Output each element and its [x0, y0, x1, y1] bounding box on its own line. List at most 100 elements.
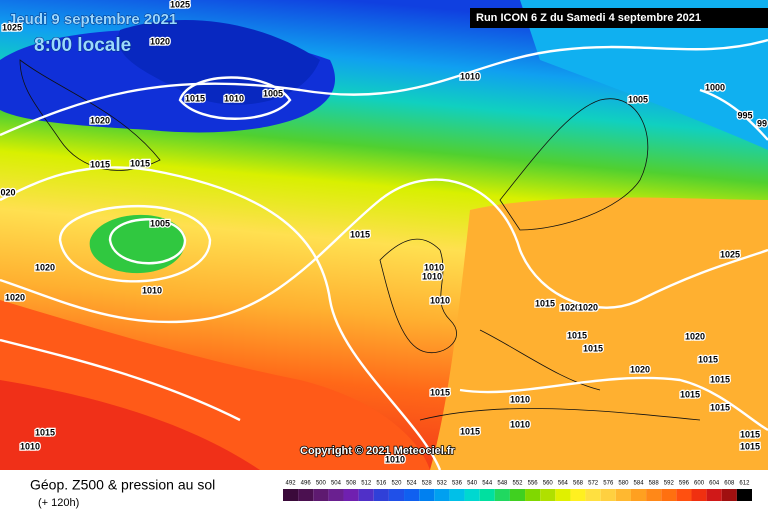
colorbar-label: 520 — [391, 481, 402, 487]
isobar-label: 1025 — [2, 22, 22, 32]
isobar-label: 1015 — [680, 389, 700, 399]
isobar-label: 1010 — [430, 295, 450, 305]
colorbar-label: 548 — [497, 481, 508, 487]
isobar — [0, 338, 768, 432]
forecast-date: Jeudi 9 septembre 2021 — [8, 11, 177, 28]
isobar-label: 1005 — [150, 218, 170, 228]
footer-lead: (+ 120h) — [38, 497, 79, 509]
isobar — [0, 178, 768, 324]
coastline — [499, 98, 649, 231]
colorbar-label: 500 — [316, 481, 327, 487]
isobar-label: 1020 — [90, 115, 110, 125]
colorbar-swatch — [615, 489, 631, 501]
isobar-label: 1015 — [698, 354, 718, 364]
colorbar-label: 516 — [376, 481, 387, 487]
isobar — [0, 38, 768, 137]
isobar-label: 1010 — [142, 285, 162, 295]
isobar-label: 1015 — [430, 387, 450, 397]
colorbar-label: 600 — [694, 481, 705, 487]
isobar-label: 1005 — [263, 88, 283, 98]
colorbar-label: 580 — [618, 481, 629, 487]
colorbar-swatch — [343, 489, 359, 501]
isobar-label: 1025 — [170, 0, 190, 9]
colorbar: 492 496 500 504 508 512 516 520 524 528 532 536 540 5… — [283, 481, 752, 501]
footer-title: Géop. Z500 & pression au sol — [30, 477, 215, 493]
colorbar-swatch — [661, 489, 677, 501]
colorbar-swatch — [721, 489, 737, 501]
colorbar-label: 564 — [558, 481, 569, 487]
colorbar-swatch — [600, 489, 616, 501]
isobar-label: 1020 — [685, 331, 705, 341]
coastline — [379, 238, 457, 354]
colorbar-swatch — [509, 489, 526, 501]
colorbar-label: 496 — [301, 481, 312, 487]
colorbar-label: 552 — [512, 481, 523, 487]
isobar-label: 99 — [757, 118, 767, 128]
colorbar-swatch — [388, 489, 405, 501]
colorbar-label: 576 — [603, 481, 614, 487]
colorbar-swatch — [419, 489, 435, 501]
colorbar-label: 588 — [649, 481, 660, 487]
colorbar-swatch — [555, 489, 571, 501]
cyan-area — [520, 0, 768, 150]
colorbar-label: 596 — [679, 481, 690, 487]
isobar-label: 1015 — [350, 229, 370, 239]
colorbar-swatch — [676, 489, 692, 501]
isobar-label: 1010 — [422, 271, 442, 281]
colorbar-label: 492 — [286, 481, 297, 487]
isobar — [0, 166, 442, 471]
run-info: Run ICON 6 Z du Samedi 4 septembre 2021 — [476, 12, 701, 24]
colorbar-label: 560 — [543, 481, 554, 487]
colorbar-swatch — [464, 489, 480, 501]
colorbar-swatch — [479, 489, 495, 501]
colorbar-swatch — [298, 489, 314, 501]
isobar-label: 995 — [737, 110, 752, 120]
isobar-label: 1010 — [224, 93, 244, 103]
isobar-label: 1015 — [710, 374, 730, 384]
colorbar-swatch — [540, 489, 556, 501]
coastline — [19, 59, 161, 171]
colorbar-label: 532 — [437, 481, 448, 487]
isobar-labels: 1025 1020 1025 1015 1010 1005 1010 1020 1005 1000… — [0, 0, 768, 466]
colorbar-swatch — [313, 489, 329, 501]
isobar-label: 1015 — [130, 158, 150, 168]
colorbar-label: 544 — [482, 481, 493, 487]
isobar-label: 1015 — [710, 402, 730, 412]
isobar-label: 1010 — [385, 454, 405, 464]
isobar-label: 1015 — [583, 343, 603, 353]
isobar-label: 1020 — [560, 302, 580, 312]
colorbar-swatch — [585, 489, 601, 501]
isobar-label: 1010 — [20, 441, 40, 451]
isobar-label: 1020 — [578, 302, 598, 312]
colorbar-label: 536 — [452, 481, 463, 487]
forecast-time: 8:00 locale — [34, 35, 131, 56]
colorbar-label: 608 — [724, 481, 735, 487]
isobar-label: 1020 — [630, 364, 650, 374]
colorbar-swatch — [358, 489, 374, 501]
colorbar-swatch — [283, 489, 299, 501]
colorbar-label: 556 — [528, 481, 539, 487]
colorbar-label: 528 — [422, 481, 433, 487]
colorbar-label: 592 — [664, 481, 675, 487]
isobar-label: 1005 — [628, 94, 648, 104]
colorbar-swatch — [434, 489, 450, 501]
orange-area — [430, 197, 768, 470]
isobar-label: 1025 — [720, 249, 740, 259]
colorbar-swatch — [328, 489, 344, 501]
isobar — [699, 88, 768, 141]
colorbar-swatch — [570, 489, 586, 501]
isobar-label: 1000 — [705, 82, 725, 92]
colorbar-label: 572 — [588, 481, 599, 487]
isobar-label: 1015 — [535, 298, 555, 308]
isobar-label: 1010 — [424, 262, 444, 272]
isobar-label: 020 — [0, 187, 15, 197]
colorbar-swatch — [630, 489, 647, 501]
deep-red-area — [0, 380, 260, 470]
isobar-label: 1015 — [90, 159, 110, 169]
isobar-label: 1010 — [510, 394, 530, 404]
colorbar-swatch — [373, 489, 389, 501]
coastline — [419, 329, 701, 421]
isobar-label: 1020 — [5, 292, 25, 302]
